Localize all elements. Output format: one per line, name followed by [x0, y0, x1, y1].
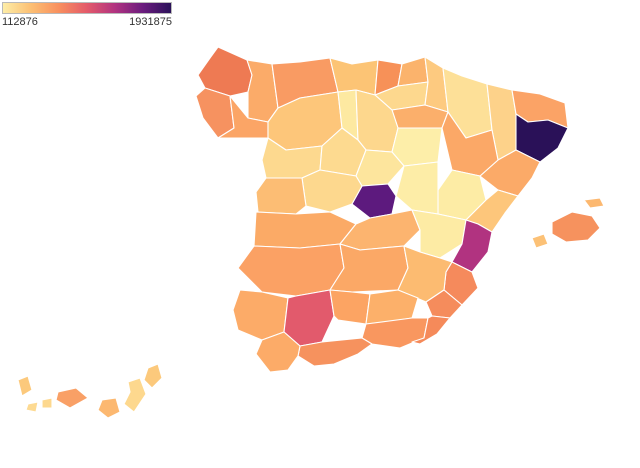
legend-labels: 112876 1931875 — [2, 16, 172, 28]
province-sevilla[interactable] — [283, 289, 335, 347]
province-huelva[interactable] — [232, 289, 289, 341]
legend-min-label: 112876 — [2, 16, 38, 28]
province-toledo[interactable] — [339, 209, 421, 251]
province-lanzarote[interactable] — [143, 363, 163, 389]
legend-gradient-bar — [2, 2, 172, 14]
province-valencia[interactable] — [451, 219, 493, 273]
province-cantabria[interactable] — [329, 57, 379, 96]
province-badajoz[interactable] — [237, 243, 345, 297]
province-malaga[interactable] — [297, 337, 373, 367]
province-la-palma[interactable] — [17, 375, 33, 397]
province-cordoba[interactable] — [329, 289, 371, 325]
legend-max-label: 1931875 — [129, 16, 172, 28]
province-gipuzkoa[interactable] — [397, 56, 429, 87]
province-fuerteventura[interactable] — [123, 377, 147, 413]
province-almeria[interactable] — [411, 315, 451, 345]
province-la-gomera[interactable] — [41, 397, 53, 409]
province-menorca[interactable] — [583, 197, 605, 209]
province-gran-canaria[interactable] — [97, 397, 121, 419]
province-cuenca[interactable] — [411, 209, 467, 259]
province-ibiza[interactable] — [531, 233, 549, 249]
provinces-layer — [17, 46, 605, 419]
province-tenerife[interactable] — [55, 387, 89, 409]
province-avila[interactable] — [301, 169, 363, 213]
province-mallorca[interactable] — [551, 211, 601, 243]
province-cadiz[interactable] — [255, 331, 301, 373]
province-guadalajara[interactable] — [395, 161, 439, 215]
color-legend: 112876 1931875 — [2, 2, 172, 28]
province-murcia[interactable] — [425, 289, 463, 319]
province-el-hierro[interactable] — [25, 401, 39, 413]
province-albacete[interactable] — [397, 245, 453, 303]
province-pontevedra[interactable] — [195, 87, 235, 139]
province-salamanca[interactable] — [255, 177, 307, 215]
